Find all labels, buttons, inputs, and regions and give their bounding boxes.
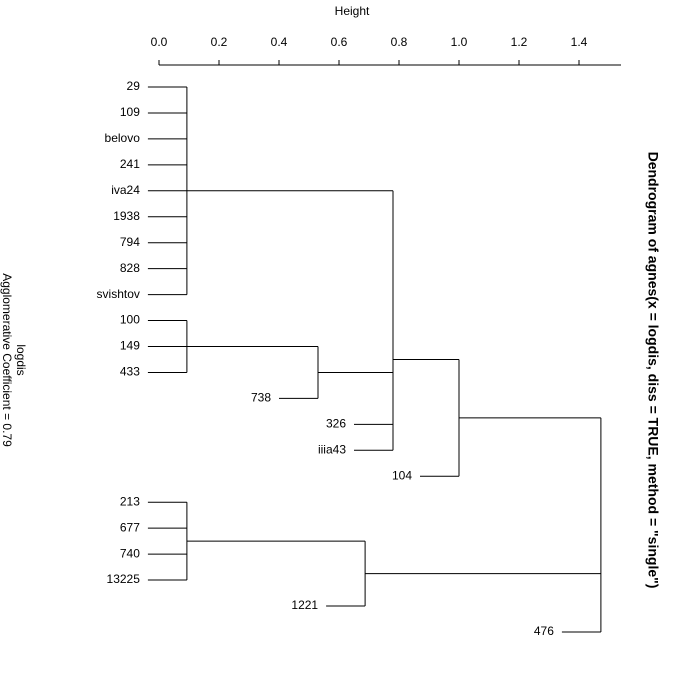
- x-tick-label: 0.4: [271, 35, 288, 49]
- leaf-label: 13225: [107, 572, 141, 586]
- axis-title: Height: [335, 4, 370, 18]
- x-tick-label: 0.2: [211, 35, 228, 49]
- leaf-label: 1221: [291, 598, 318, 612]
- x-tick-label: 1.0: [451, 35, 468, 49]
- chart-title: Dendrogram of agnes(x = logdis, diss = T…: [645, 152, 661, 589]
- leaf-label: 677: [120, 520, 140, 534]
- x-tick-label: 1.4: [571, 35, 588, 49]
- x-tick-label: 0.0: [151, 35, 168, 49]
- leaf-label: 794: [120, 235, 140, 249]
- leaf-label: iiia43: [318, 442, 346, 456]
- leaf-label: 476: [534, 624, 554, 638]
- leaf-label: iva24: [111, 183, 140, 197]
- leaf-label: 149: [120, 339, 140, 353]
- leaf-label: 738: [251, 391, 271, 405]
- annotation: logdis: [14, 344, 28, 375]
- leaf-label: 828: [120, 261, 140, 275]
- x-tick-label: 0.6: [331, 35, 348, 49]
- leaf-label: 104: [392, 468, 412, 482]
- leaf-label: 241: [120, 157, 140, 171]
- x-tick-label: 0.8: [391, 35, 408, 49]
- leaf-label: 1938: [113, 209, 140, 223]
- leaf-label: svishtov: [97, 287, 140, 301]
- leaf-label: 433: [120, 365, 140, 379]
- leaf-label: 213: [120, 494, 140, 508]
- leaf-label: belovo: [105, 131, 141, 145]
- leaf-label: 29: [127, 79, 141, 93]
- leaf-label: 740: [120, 546, 140, 560]
- x-tick-label: 1.2: [511, 35, 528, 49]
- leaf-label: 109: [120, 105, 140, 119]
- leaf-label: 326: [326, 417, 346, 431]
- annotation: Agglomerative Coefficient = 0.79: [0, 273, 14, 447]
- leaf-label: 100: [120, 313, 140, 327]
